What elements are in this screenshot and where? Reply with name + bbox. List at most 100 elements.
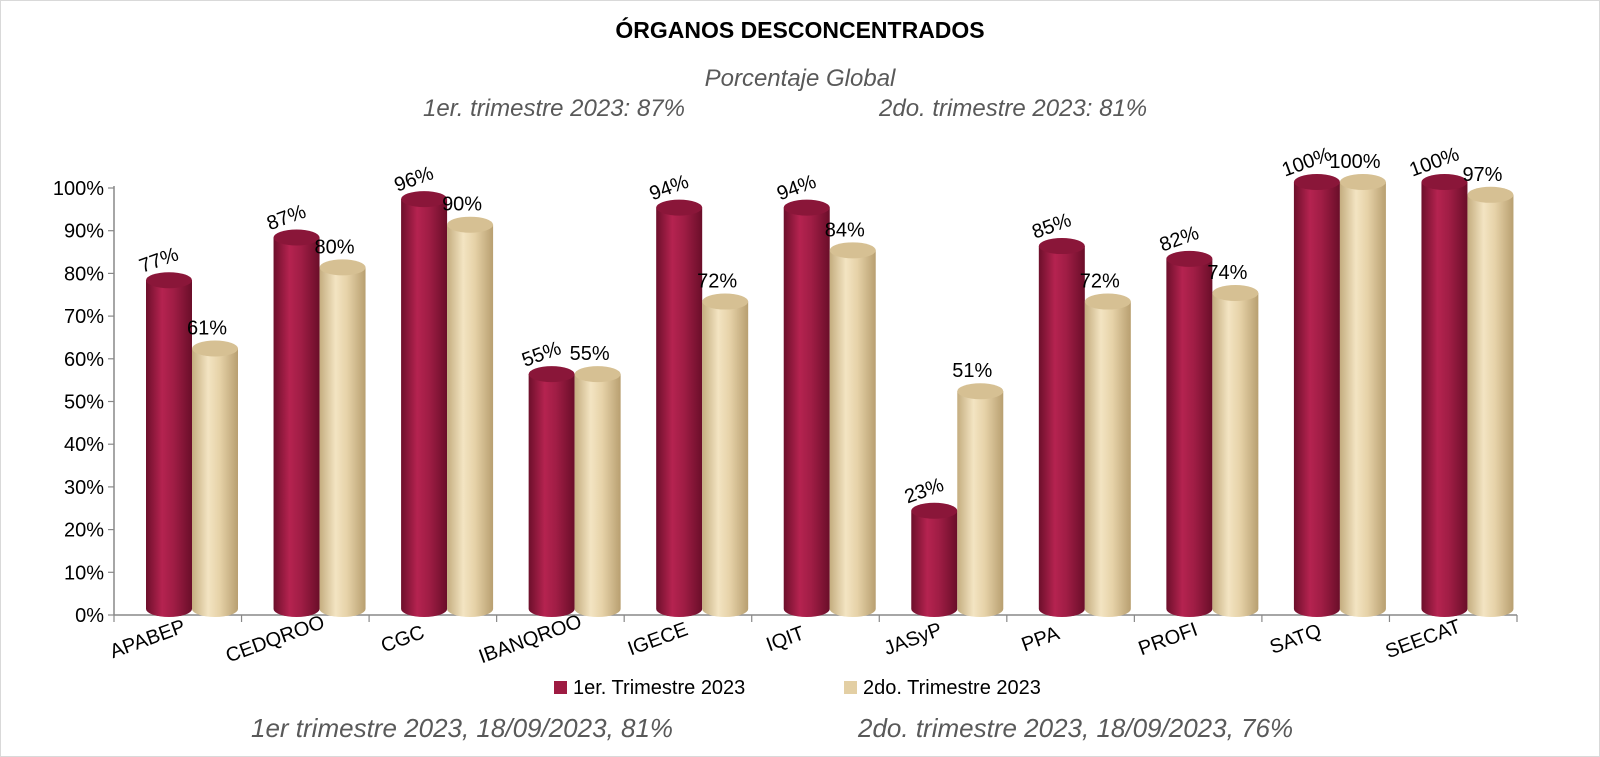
y-tick-label: 90%	[64, 221, 104, 243]
data-label: 72%	[1080, 271, 1120, 293]
bar-body	[1166, 258, 1213, 617]
bar-cap	[574, 366, 621, 383]
bar-q1	[911, 502, 958, 617]
legend-swatch-q1	[554, 680, 567, 694]
footer-q1: 1er trimestre 2023, 18/09/2023, 81%	[251, 713, 674, 743]
bar-q2	[829, 242, 876, 617]
bar-body	[1084, 301, 1131, 617]
bar-body	[273, 237, 320, 617]
bar-q1	[273, 229, 320, 617]
y-tick-label: 40%	[64, 434, 104, 456]
chart-title: ÓRGANOS DESCONCENTRADOS	[615, 17, 985, 43]
subtitle-q2: 2do. trimestre 2023: 81%	[879, 95, 1148, 122]
bar-body	[656, 207, 703, 617]
bar-body	[574, 374, 621, 617]
data-label: 80%	[315, 236, 355, 258]
bar-cap	[656, 199, 703, 216]
bar-q2	[1467, 186, 1514, 617]
x-tick-label: CEDQROO	[223, 611, 328, 667]
bar-body	[1293, 182, 1340, 617]
bar-q2	[1339, 174, 1386, 617]
bar-cap	[702, 293, 749, 310]
legend-item-q2: 2do. Trimestre 2023	[844, 677, 1041, 700]
data-label: 55%	[570, 343, 610, 365]
bar-cap	[829, 242, 876, 259]
data-label: 51%	[952, 360, 992, 382]
bar-cap	[528, 366, 575, 383]
bar-body	[1339, 182, 1386, 617]
bar-cap	[1467, 186, 1514, 203]
bar-body	[1467, 194, 1514, 617]
data-label: 72%	[697, 271, 737, 293]
legend-swatch-q2	[844, 680, 857, 694]
x-tick-label: APABEP	[107, 616, 188, 664]
bar-q2	[1212, 285, 1259, 617]
y-tick-label: 70%	[64, 306, 104, 328]
y-tick-label: 30%	[64, 477, 104, 499]
bar-cap	[1084, 293, 1131, 310]
y-tick-label: 100%	[53, 178, 104, 200]
y-tick-label: 20%	[64, 520, 104, 542]
x-tick-label: SEECAT	[1383, 616, 1464, 664]
bar-cap	[273, 229, 320, 246]
bar-cap	[1166, 250, 1213, 267]
bar-cap	[957, 383, 1004, 400]
bar-cap	[1293, 174, 1340, 190]
bar-q1	[783, 199, 830, 617]
bar-body	[702, 301, 749, 617]
data-label: 100%	[1329, 151, 1380, 173]
bar-cap	[1339, 174, 1386, 190]
chart-subtitle: Porcentaje Global	[704, 65, 896, 92]
y-tick-label: 0%	[75, 605, 104, 627]
x-tick-label: PROFI	[1136, 619, 1201, 661]
x-tick-label: IBANQROO	[476, 611, 585, 669]
bar-q2	[319, 259, 366, 617]
bar-body	[911, 510, 958, 617]
bar-cap	[192, 340, 238, 357]
legend-label-q2: 2do. Trimestre 2023	[863, 677, 1041, 699]
x-tick-label: IGECE	[625, 618, 691, 660]
bar-cap	[447, 216, 494, 233]
bar-cap	[911, 502, 958, 519]
bar-body	[447, 224, 494, 617]
bar-body	[146, 280, 192, 617]
bar-q2	[1084, 293, 1131, 617]
bar-q1	[146, 272, 192, 617]
bar-body	[1421, 182, 1468, 617]
bar-cap	[319, 259, 366, 276]
bar-body	[957, 391, 1004, 617]
bar-body	[401, 199, 448, 617]
bar-q1	[528, 366, 575, 617]
bar-q1	[1038, 238, 1085, 618]
bar-q1	[656, 199, 703, 617]
legend-item-q1: 1er. Trimestre 2023	[554, 677, 745, 700]
bar-q2	[702, 293, 749, 617]
bar-q1	[1293, 174, 1340, 617]
footer-q2: 2do. trimestre 2023, 18/09/2023, 76%	[858, 713, 1294, 743]
bar-q1	[401, 191, 448, 617]
bar-cap	[783, 199, 830, 216]
bar-q2	[574, 366, 621, 617]
data-label: 97%	[1462, 164, 1502, 186]
y-tick-label: 80%	[64, 263, 104, 285]
x-tick-label: PPA	[1019, 622, 1063, 656]
bar-cap	[1212, 285, 1259, 302]
bar-q2	[192, 340, 238, 617]
bar-cap	[146, 272, 192, 289]
data-label: 74%	[1207, 262, 1247, 284]
bar-body	[783, 207, 830, 617]
bar-cap	[401, 191, 448, 208]
data-label: 61%	[187, 318, 227, 340]
data-label: 90%	[442, 194, 482, 216]
bar-q1	[1421, 174, 1468, 617]
bar-cap	[1038, 238, 1085, 255]
y-tick-label: 50%	[64, 392, 104, 414]
x-tick-label: SATQ	[1267, 620, 1324, 659]
bar-body	[829, 250, 876, 617]
bar-body	[192, 348, 238, 617]
bar-q1	[1166, 250, 1213, 617]
bar-q2	[957, 383, 1004, 617]
bar-body	[319, 267, 366, 617]
